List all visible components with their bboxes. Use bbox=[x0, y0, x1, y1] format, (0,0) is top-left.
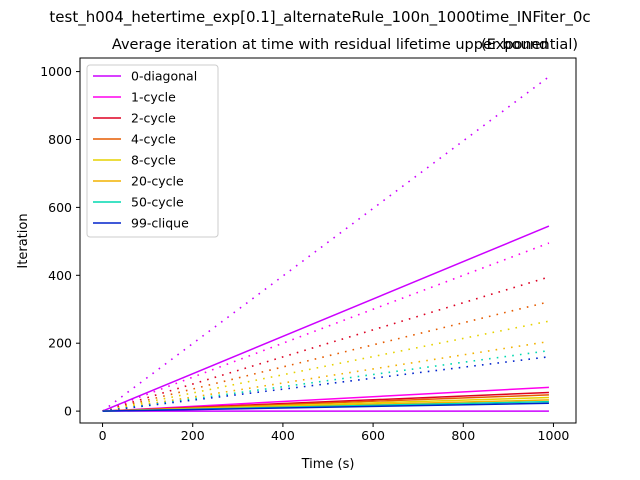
y-tick-label: 400 bbox=[48, 268, 72, 283]
x-tick-label: 400 bbox=[271, 428, 295, 443]
series-solid-line bbox=[102, 225, 550, 412]
series-solid-line bbox=[102, 402, 549, 412]
series-solid-line bbox=[102, 386, 549, 412]
series-dotted-line bbox=[102, 301, 550, 412]
chart-title-right: (Exponential) bbox=[481, 37, 578, 53]
chart-title: Average iteration at time with residual … bbox=[112, 37, 548, 53]
legend-label: 99-clique bbox=[131, 216, 189, 231]
legend-frame bbox=[86, 64, 219, 238]
figure-suptitle: test_h004_hetertime_exp[0.1]_alternateRu… bbox=[49, 8, 590, 27]
y-tick-label: 800 bbox=[48, 132, 72, 147]
series-dotted-line bbox=[102, 340, 550, 412]
y-axis-label: Iteration bbox=[16, 213, 31, 268]
x-tick-label: 1000 bbox=[538, 428, 570, 443]
y-tick-label: 600 bbox=[48, 200, 72, 215]
x-axis-label: Time (s) bbox=[301, 457, 355, 472]
series-dotted-line bbox=[102, 355, 550, 412]
series-layer bbox=[102, 76, 550, 412]
y-tick-label: 0 bbox=[64, 404, 72, 419]
x-tick-label: 0 bbox=[99, 428, 107, 443]
legend-label: 1-cycle bbox=[131, 90, 176, 105]
series-dotted-line bbox=[102, 349, 550, 412]
legend-label: 20-cycle bbox=[131, 174, 184, 189]
plot-area: 0 200 400 600 800 1000 0 200 400 600 800 1000 bbox=[40, 57, 577, 443]
x-tick-label: 600 bbox=[361, 428, 385, 443]
y-tick-label: 200 bbox=[48, 336, 72, 351]
x-axis-ticks: 0 200 400 600 800 1000 bbox=[99, 423, 570, 443]
series-dotted-line bbox=[102, 242, 550, 412]
axes-frame bbox=[79, 57, 577, 424]
x-tick-label: 800 bbox=[451, 428, 475, 443]
legend-label: 0-diagonal bbox=[131, 69, 197, 84]
y-axis-ticks: 0 200 400 600 800 1000 bbox=[40, 64, 80, 419]
legend: 0-diagonal 1-cycle 2-cycle 4-cycle 8-cycle 20… bbox=[86, 64, 219, 238]
legend-label: 8-cycle bbox=[131, 153, 176, 168]
x-tick-label: 200 bbox=[181, 428, 205, 443]
legend-label: 50-cycle bbox=[131, 195, 184, 210]
series-dotted-line bbox=[102, 320, 550, 412]
y-tick-label: 1000 bbox=[40, 64, 72, 79]
legend-label: 4-cycle bbox=[131, 132, 176, 147]
legend-items: 0-diagonal 1-cycle 2-cycle 4-cycle 8-cycle 20… bbox=[93, 69, 197, 231]
legend-label: 2-cycle bbox=[131, 111, 176, 126]
